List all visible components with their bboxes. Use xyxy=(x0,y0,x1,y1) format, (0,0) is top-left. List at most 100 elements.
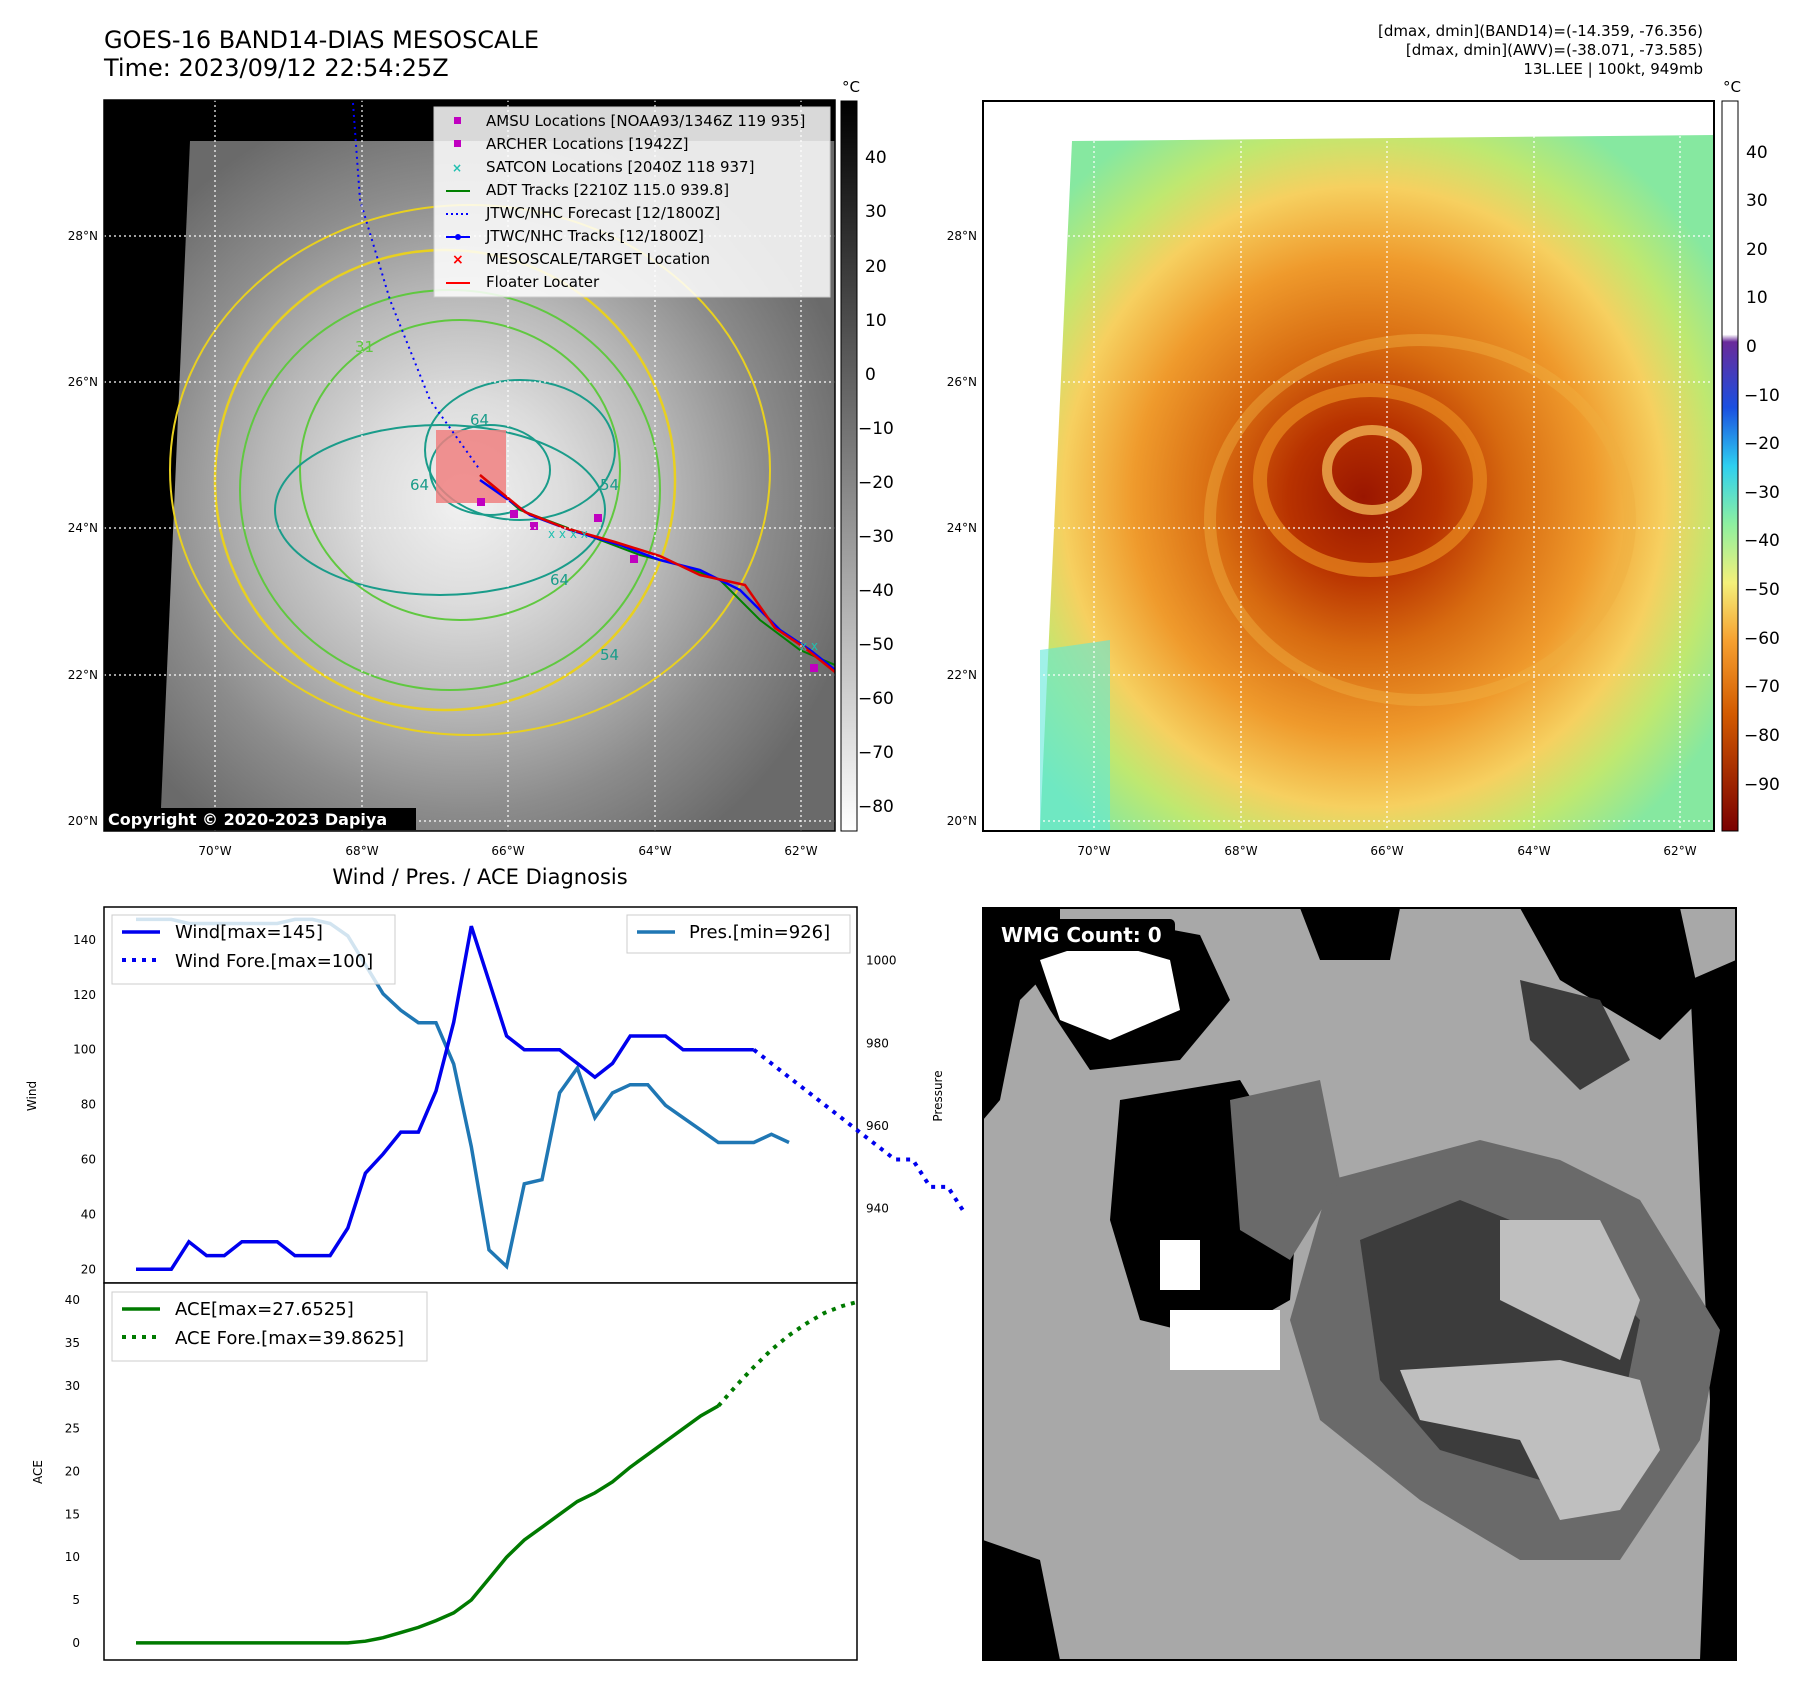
lon-label: 70°W xyxy=(1077,844,1110,858)
cb-tick: 20 xyxy=(1746,240,1768,260)
cb-tick: −10 xyxy=(1744,386,1780,406)
wind-axis-ticks: 20 40 60 80 100 120 140 xyxy=(73,933,96,1276)
cb-tick: 40 xyxy=(1746,143,1768,163)
ace-tick: 0 xyxy=(72,1636,80,1650)
contour-label: 64 xyxy=(410,476,429,494)
cb-tick: −80 xyxy=(1744,726,1780,746)
colorbar-right-ticks: 40 30 20 10 0 −10 −20 −30 −40 −50 −60 −7… xyxy=(1744,143,1780,795)
ace-forecast-line xyxy=(716,1299,861,1408)
lon-label: 62°W xyxy=(784,844,817,858)
cb-tick: 0 xyxy=(1746,337,1757,357)
main-title: GOES-16 BAND14-DIAS MESOSCALE Time: 2023… xyxy=(104,26,539,82)
ace-tick: 10 xyxy=(65,1550,80,1564)
ace-legend-box xyxy=(111,1291,428,1362)
copyright-badge xyxy=(104,808,416,830)
lon-label: 66°W xyxy=(1370,844,1403,858)
left-lat-labels: 28°N 26°N 24°N 22°N 20°N xyxy=(68,229,98,828)
cb-tick: −50 xyxy=(1744,580,1780,600)
cb-tick: −60 xyxy=(858,689,894,709)
wind-panel: 20 40 60 80 100 120 140 940 960 980 1000… xyxy=(25,906,968,1284)
lat-label: 24°N xyxy=(947,521,977,535)
lon-label: 68°W xyxy=(345,844,378,858)
right-lat-labels: 28°N 26°N 24°N 22°N 20°N xyxy=(947,229,977,828)
cb-tick: 20 xyxy=(865,257,887,277)
contour-label: 54 xyxy=(600,646,619,664)
lat-label: 22°N xyxy=(68,668,98,682)
svg-text:×: × xyxy=(452,161,462,175)
colorbar-right-unit: °C xyxy=(1723,78,1741,96)
cb-tick: −60 xyxy=(1744,629,1780,649)
wind-tick: 140 xyxy=(73,933,96,947)
legend-pressure: Pres.[min=926] xyxy=(689,922,830,943)
wind-tick: 60 xyxy=(81,1153,96,1167)
svg-text:x x: x x xyxy=(800,639,818,653)
pressure-axis-label: Pressure xyxy=(931,1070,945,1121)
ace-panel: 0 5 10 15 20 25 30 35 40 ACE ACE[max=27.… xyxy=(31,1282,861,1661)
pressure-legend-box xyxy=(626,914,851,954)
lon-label: 66°W xyxy=(491,844,524,858)
pres-tick: 980 xyxy=(866,1036,889,1050)
wind-series-line xyxy=(136,925,754,1272)
ace-tick: 20 xyxy=(65,1465,80,1479)
lat-label: 24°N xyxy=(68,521,98,535)
legend-floater: Floater Locater xyxy=(486,273,600,291)
wind-tick: 80 xyxy=(81,1098,96,1112)
legend-forecast: JTWC/NHC Forecast [12/1800Z] xyxy=(485,204,720,222)
cb-tick: −70 xyxy=(858,743,894,763)
cb-tick: 10 xyxy=(1746,288,1768,308)
wv-map-panel xyxy=(982,100,1715,832)
cb-tick: −30 xyxy=(1744,483,1780,503)
wind-tick: 120 xyxy=(73,988,96,1002)
cb-tick: −30 xyxy=(858,527,894,547)
colorbar-right: °C 40 30 20 10 0 −10 −20 −30 −40 −50 −60… xyxy=(1721,78,1780,832)
wind-tick: 40 xyxy=(81,1207,96,1221)
legend-tracks: JTWC/NHC Tracks [12/1800Z] xyxy=(485,227,704,245)
contour-label: 31 xyxy=(355,338,374,356)
legend-ace: ACE[max=27.6525] xyxy=(175,1299,354,1320)
cb-tick: −20 xyxy=(1744,434,1780,454)
lat-label: 20°N xyxy=(68,814,98,828)
cb-tick: −40 xyxy=(1744,531,1780,551)
cb-tick: 0 xyxy=(865,365,876,385)
cb-tick: −20 xyxy=(858,473,894,493)
legend-wind-fore: Wind Fore.[max=100] xyxy=(175,951,373,972)
legend-ace-fore: ACE Fore.[max=39.8625] xyxy=(175,1328,404,1349)
colorbar-left-ticks: 40 30 20 10 0 −10 −20 −30 −40 −50 −60 −7… xyxy=(858,148,894,817)
stats-block: [dmax, dmin](BAND14)=(-14.359, -76.356) … xyxy=(1378,22,1703,79)
ace-tick: 35 xyxy=(65,1336,80,1350)
legend-satcon: SATCON Locations [2040Z 118 937] xyxy=(486,158,754,176)
legend-archer: ARCHER Locations [1942Z] xyxy=(486,135,689,153)
pres-tick: 940 xyxy=(866,1202,889,1216)
cb-tick: −50 xyxy=(858,635,894,655)
ace-tick: 40 xyxy=(65,1293,80,1307)
cb-tick: −40 xyxy=(858,581,894,601)
cb-tick: 40 xyxy=(865,148,887,168)
pressure-axis-ticks: 940 960 980 1000 xyxy=(866,954,897,1216)
lon-label: 62°W xyxy=(1663,844,1696,858)
cb-tick: −90 xyxy=(1744,775,1780,795)
cb-tick: −70 xyxy=(1744,677,1780,697)
ace-tick: 30 xyxy=(65,1379,80,1393)
cb-tick: 30 xyxy=(865,202,887,222)
lon-label: 64°W xyxy=(638,844,671,858)
wmg-panel: WMG Count: 0 xyxy=(982,907,1737,1661)
right-lon-labels: 70°W 68°W 66°W 64°W 62°W xyxy=(1077,844,1696,858)
colorbar-left-unit: °C xyxy=(842,78,860,96)
left-lon-labels: 70°W 68°W 66°W 64°W 62°W xyxy=(198,844,817,858)
ace-tick: 5 xyxy=(72,1593,80,1607)
ace-tick: 25 xyxy=(65,1422,80,1436)
cb-tick: −80 xyxy=(858,797,894,817)
cb-tick: −10 xyxy=(858,419,894,439)
lat-label: 28°N xyxy=(947,229,977,243)
legend-adt: ADT Tracks [2210Z 115.0 939.8] xyxy=(486,181,729,199)
svg-text:×: × xyxy=(452,252,464,268)
title-line-1: GOES-16 BAND14-DIAS MESOSCALE xyxy=(104,26,540,54)
lat-label: 20°N xyxy=(947,814,977,828)
legend-wind: Wind[max=145] xyxy=(175,922,323,943)
wind-tick: 100 xyxy=(73,1043,96,1057)
stats-line-1: [dmax, dmin](BAND14)=(-14.359, -76.356) xyxy=(1378,22,1703,40)
legend-target: MESOSCALE/TARGET Location xyxy=(486,250,710,268)
lat-label: 26°N xyxy=(68,375,98,389)
wind-tick: 20 xyxy=(81,1262,96,1276)
lat-label: 28°N xyxy=(68,229,98,243)
